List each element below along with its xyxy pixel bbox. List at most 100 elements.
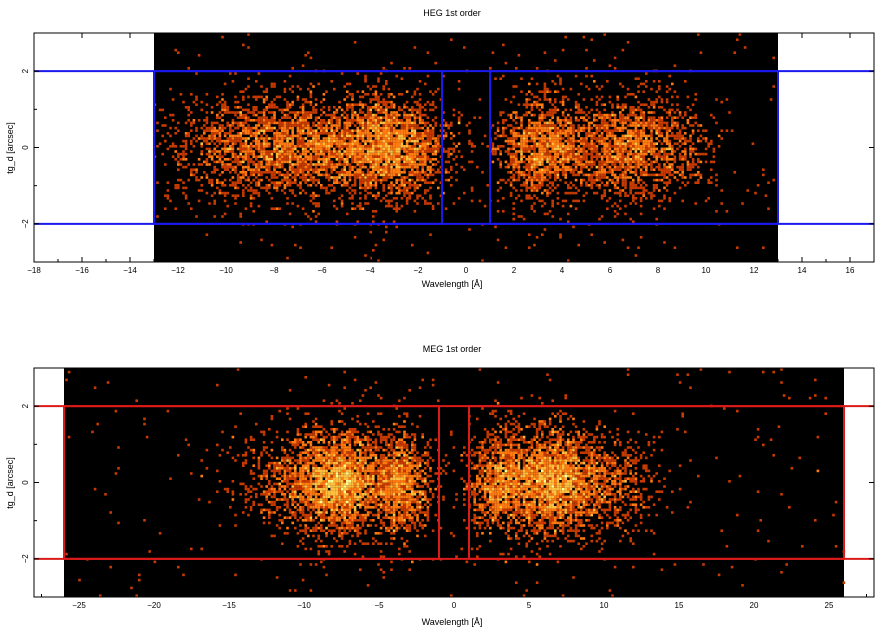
heg-heat-cell: [377, 77, 380, 80]
heg-heat-cell: [275, 139, 279, 143]
heg-heat-cell: [509, 113, 513, 117]
heg-heat-cell: [424, 163, 427, 166]
heg-heat-cell: [249, 171, 253, 174]
heg-heat-cell: [595, 113, 599, 117]
heg-heat-cell: [317, 155, 320, 158]
heg-heat-cell: [621, 142, 625, 145]
heg-heat-cell: [574, 129, 578, 132]
heg-heat-cell: [333, 152, 336, 156]
heg-heat-cell: [273, 147, 276, 151]
heg-heat-cell: [255, 129, 258, 132]
heg-heat-cell: [213, 142, 216, 145]
heg-heat-cell: [359, 178, 362, 182]
heg-heat-cell: [333, 150, 336, 153]
heg-heat-cell: [320, 152, 323, 156]
heg-heat-cell: [236, 186, 240, 190]
heg-heat-cell: [645, 152, 648, 156]
heg-heat-cell: [564, 165, 567, 169]
heg-heat-cell: [619, 106, 622, 109]
heg-heat-cell: [541, 163, 544, 166]
heg-heat-cell: [301, 150, 305, 153]
heg-heat-cell: [598, 217, 601, 221]
heg-heat-cell: [619, 142, 622, 145]
heg-heat-cell: [421, 176, 424, 179]
heg-heat-cell: [190, 129, 193, 132]
heg-heat-cell: [351, 121, 354, 125]
heg-heat-cell: [281, 160, 284, 164]
heg-heat-cell: [309, 145, 313, 148]
heg-heat-cell: [585, 173, 588, 177]
heg-heat-cell: [377, 80, 380, 83]
heg-heat-cell: [281, 158, 284, 161]
heg-heat-cell: [691, 142, 695, 145]
heg-heat-cell: [533, 184, 536, 187]
heg-heat-cell: [273, 126, 276, 130]
heg-heat-cell: [671, 147, 674, 151]
heg-heat-cell: [273, 150, 276, 153]
heg-heat-cell: [236, 121, 240, 125]
heg-heat-cell: [494, 132, 497, 135]
heg-heat-cell: [567, 168, 570, 171]
heg-heat-cell: [642, 119, 645, 122]
heg-heat-cell: [268, 111, 271, 114]
heg-heat-cell: [223, 168, 227, 171]
heg-heat-cell: [676, 108, 679, 112]
heg-heat-cell: [582, 173, 586, 177]
heg-heat-cell: [559, 145, 562, 148]
heg-heat-cell: [431, 173, 435, 177]
heg-heat-cell: [494, 152, 497, 156]
heg-heat-cell: [600, 119, 604, 122]
heg-heat-cell: [187, 134, 190, 138]
heg-x-tick-label: −2: [413, 266, 423, 275]
heg-heat-cell: [645, 142, 648, 145]
heg-heat-cell: [317, 160, 320, 164]
heg-heat-cell: [691, 165, 695, 169]
heg-heat-cell: [413, 171, 417, 174]
heg-heat-cell: [621, 119, 625, 122]
heg-heat-cell: [621, 163, 625, 166]
heg-heat-cell: [442, 74, 445, 78]
heg-heat-cell: [626, 41, 630, 44]
heg-heat-cell: [691, 103, 695, 106]
heg-heat-cell: [236, 163, 240, 166]
heg-heat-cell: [554, 160, 557, 164]
heg-heat-cell: [395, 119, 398, 122]
heg-heat-cell: [244, 121, 248, 125]
heg-heat-cell: [574, 103, 578, 106]
heg-heat-cell: [595, 171, 599, 174]
heg-heat-cell: [314, 215, 318, 218]
heg-heat-cell: [652, 178, 656, 182]
heg-heat-cell: [335, 134, 339, 138]
meg-heat-cell: [340, 446, 344, 449]
heg-heat-cell: [390, 100, 393, 104]
meg-heat-cell: [327, 467, 331, 470]
heg-heat-cell: [372, 139, 375, 143]
heg-heat-cell: [515, 171, 518, 174]
heg-heat-cell: [346, 134, 349, 138]
heg-heat-cell: [642, 165, 645, 169]
heg-heat-cell: [278, 145, 281, 148]
heg-heat-cell: [226, 168, 229, 171]
heg-heat-cell: [694, 93, 697, 96]
heg-heat-cell: [216, 129, 219, 132]
heg-heat-cell: [307, 215, 310, 218]
heg-heat-cell: [546, 168, 549, 171]
heg-heat-cell: [247, 176, 250, 179]
heg-heat-cell: [291, 126, 294, 130]
heg-heat-cell: [626, 129, 630, 132]
heg-heat-cell: [554, 137, 557, 140]
heg-heat-cell: [307, 168, 310, 171]
heg-heat-cell: [603, 137, 606, 140]
heg-heat-cell: [252, 152, 255, 156]
heg-heat-cell: [374, 163, 378, 166]
heg-heat-cell: [569, 158, 573, 161]
heg-heat-cell: [569, 155, 573, 158]
heg-heat-cell: [382, 238, 385, 242]
heg-heat-cell: [340, 152, 344, 156]
heg-heat-cell: [356, 72, 359, 75]
heg-heat-cell: [356, 158, 359, 161]
heg-heat-cell: [343, 145, 346, 148]
heg-heat-cell: [424, 132, 427, 135]
heg-heat-cell: [216, 160, 219, 164]
heg-heat-cell: [522, 113, 526, 117]
